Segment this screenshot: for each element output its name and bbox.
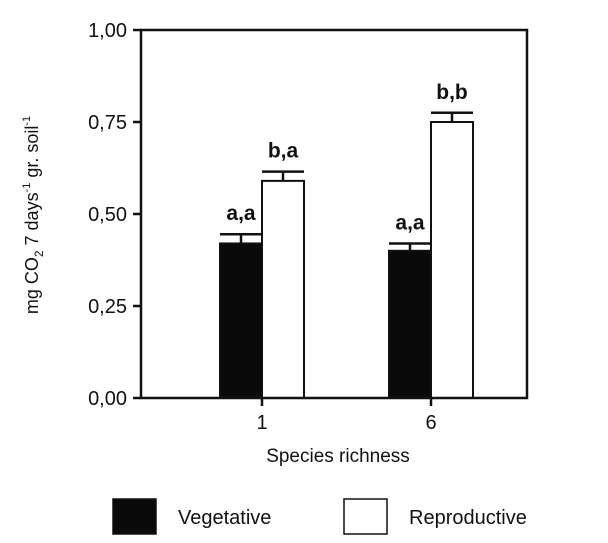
y-tick-label: 0,50 — [88, 204, 127, 226]
y-axis-title-prefix: mg CO — [22, 257, 42, 314]
y-axis-title-subscript: 2 — [32, 250, 46, 257]
significance-label: a,a — [395, 211, 425, 234]
y-axis-title-after: gr. soil — [22, 126, 42, 183]
x-tick-label: 6 — [425, 412, 436, 434]
y-tick-label: 0,75 — [88, 112, 127, 134]
y-tick-label: 0,00 — [88, 388, 127, 410]
y-axis-ticks: 0,00 0,25 0,50 0,75 1,00 — [88, 20, 141, 410]
significance-label: a,a — [226, 202, 256, 225]
y-axis-title-middle: 7 days — [22, 192, 42, 250]
y-axis-title-superscript-2: -1 — [21, 116, 33, 126]
x-axis-title: Species richness — [266, 446, 410, 467]
x-tick-label: 1 — [256, 412, 267, 434]
y-axis-title: mg CO2 7 days-1 gr. soil-1 — [21, 116, 46, 314]
bar-reproductive-6 — [430, 121, 474, 399]
bar-reproductive-1 — [261, 179, 305, 399]
bar-vegetative-6 — [388, 249, 432, 399]
legend-swatch-vegetative — [112, 498, 157, 535]
legend-swatch-reproductive — [343, 498, 388, 535]
significance-label: b,b — [436, 81, 468, 104]
bars-layer — [219, 121, 474, 399]
legend-label-vegetative: Vegetative — [178, 507, 271, 529]
y-tick-label: 0,25 — [88, 296, 127, 318]
y-tick-label: 1,00 — [88, 20, 127, 42]
legend-label-reproductive: Reproductive — [409, 507, 527, 529]
significance-labels-layer: a,a a,a b,a b,b — [226, 81, 467, 235]
significance-label: b,a — [268, 140, 299, 163]
error-bars-layer — [220, 111, 473, 251]
y-axis-title-superscript-1: -1 — [21, 183, 33, 193]
bar-vegetative-1 — [219, 242, 263, 399]
legend: Vegetative Reproductive — [112, 498, 527, 535]
